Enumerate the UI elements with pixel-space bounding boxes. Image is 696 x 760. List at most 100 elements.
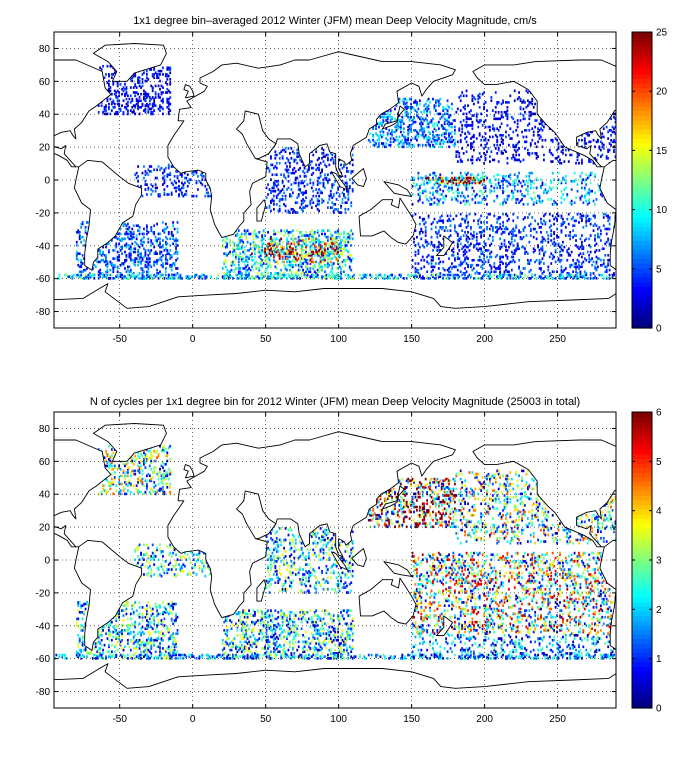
data-cell [144, 109, 147, 112]
data-cell [528, 152, 531, 155]
data-cell [518, 96, 521, 99]
data-cell [290, 270, 293, 274]
data-cell [532, 130, 535, 134]
data-cell [156, 262, 158, 265]
data-cell [169, 66, 172, 70]
data-cell [293, 242, 296, 246]
data-cell [506, 115, 509, 119]
data-cell [245, 235, 248, 239]
data-cell [399, 119, 402, 122]
data-cell [103, 76, 106, 80]
data-cell [421, 217, 424, 221]
data-cell [129, 234, 132, 237]
data-cell [432, 265, 434, 269]
data-cell [340, 239, 342, 242]
data-cell [126, 110, 129, 114]
data-cell [312, 171, 315, 175]
data-cell [286, 260, 288, 264]
data-cell [239, 235, 242, 239]
data-cell [572, 229, 575, 232]
data-cell [246, 275, 249, 279]
data-cell [239, 234, 242, 237]
data-cell [446, 188, 449, 191]
data-cell [315, 249, 318, 252]
data-cell [481, 92, 484, 96]
data-cell [255, 245, 258, 249]
data-cell [443, 120, 446, 124]
data-cell [237, 245, 240, 249]
data-cell [344, 263, 347, 267]
data-cell [115, 242, 118, 246]
data-cell [462, 254, 465, 257]
data-cell [131, 237, 134, 241]
data-cell [293, 166, 296, 170]
data-cell [456, 242, 459, 246]
data-cell [465, 112, 468, 116]
data-cell [538, 249, 541, 252]
data-cell [410, 124, 412, 127]
data-cell [376, 138, 379, 142]
data-cell [537, 140, 539, 144]
data-cell [290, 237, 293, 241]
data-cell [484, 249, 487, 252]
data-cell [493, 199, 496, 203]
data-cell [589, 217, 592, 221]
data-cell [267, 242, 269, 246]
data-cell [414, 135, 417, 139]
data-cell [309, 260, 312, 264]
data-cell [287, 254, 290, 257]
data-cell [140, 92, 142, 96]
data-cell [442, 178, 445, 181]
data-cell [452, 240, 455, 244]
data-cell [554, 201, 557, 205]
data-cell [585, 221, 588, 224]
data-cell [471, 181, 474, 185]
data-cell [496, 186, 499, 190]
data-cell [513, 184, 516, 188]
data-cell [472, 140, 475, 144]
data-cell [402, 145, 405, 149]
data-cell [305, 204, 307, 208]
data-cell [271, 244, 274, 247]
data-cell [519, 270, 522, 274]
data-cell [162, 263, 164, 267]
data-cell [274, 237, 277, 241]
data-cell [580, 262, 583, 265]
data-cell [302, 198, 304, 201]
data-cell [598, 147, 601, 150]
data-cell [417, 199, 420, 203]
data-cell [418, 122, 421, 126]
data-cell [478, 158, 481, 162]
data-cell [468, 132, 471, 135]
data-cell [341, 260, 344, 264]
data-cell [145, 232, 148, 236]
data-cell [580, 194, 583, 198]
data-cell [382, 133, 385, 137]
data-cell [535, 258, 538, 262]
data-cell [439, 145, 442, 149]
data-cell [322, 152, 325, 155]
data-cell [166, 237, 169, 241]
data-cell [379, 130, 382, 134]
data-cell [126, 104, 129, 107]
data-cell [451, 140, 453, 144]
data-cell [560, 270, 563, 274]
data-cell [502, 230, 504, 234]
data-cell [480, 277, 483, 280]
data-cell [573, 171, 576, 175]
data-cell [589, 171, 592, 175]
data-cell [550, 181, 553, 185]
data-cell [164, 81, 167, 84]
data-cell [132, 262, 135, 265]
data-cell [77, 252, 80, 255]
data-cell [449, 229, 452, 232]
data-cell [522, 107, 525, 111]
data-cell [413, 240, 415, 244]
data-cell [453, 258, 456, 262]
data-cell [150, 183, 153, 186]
data-cell [519, 119, 522, 122]
data-cell [334, 277, 337, 280]
data-cell [309, 178, 312, 181]
data-cell [338, 255, 341, 259]
data-cell [522, 99, 525, 103]
